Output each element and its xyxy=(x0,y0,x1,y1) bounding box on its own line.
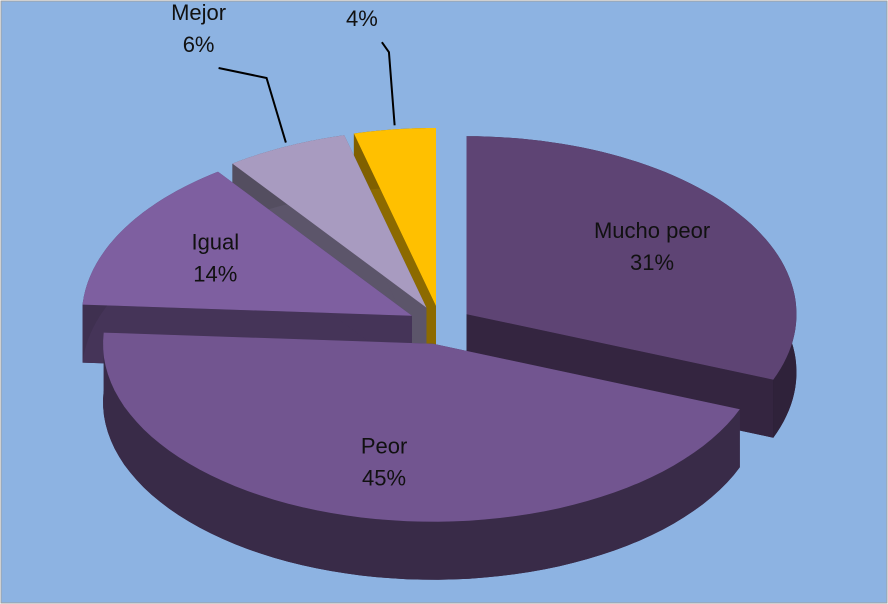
leader-line xyxy=(218,67,287,143)
slice-value-label: 4% xyxy=(346,6,378,31)
slice-label: Mucho peor xyxy=(594,218,710,243)
pie-slice xyxy=(82,171,412,316)
slice-value-label: 45% xyxy=(362,466,406,491)
slice-group xyxy=(82,171,412,374)
pie-slice xyxy=(232,135,427,308)
slice-label: Mejor xyxy=(171,0,226,25)
slice-value-label: 6% xyxy=(183,32,215,57)
slice-rim xyxy=(103,332,740,580)
pie-slice xyxy=(466,136,797,380)
slice-value-label: 14% xyxy=(193,261,237,286)
slice-label: Igual xyxy=(191,229,239,254)
leader-line xyxy=(381,41,396,126)
slice-group xyxy=(103,332,740,580)
pie-slice xyxy=(353,128,436,306)
slice-label: Peor xyxy=(361,434,407,459)
slice-value-label: 31% xyxy=(630,250,674,275)
pie-slice xyxy=(103,332,740,522)
